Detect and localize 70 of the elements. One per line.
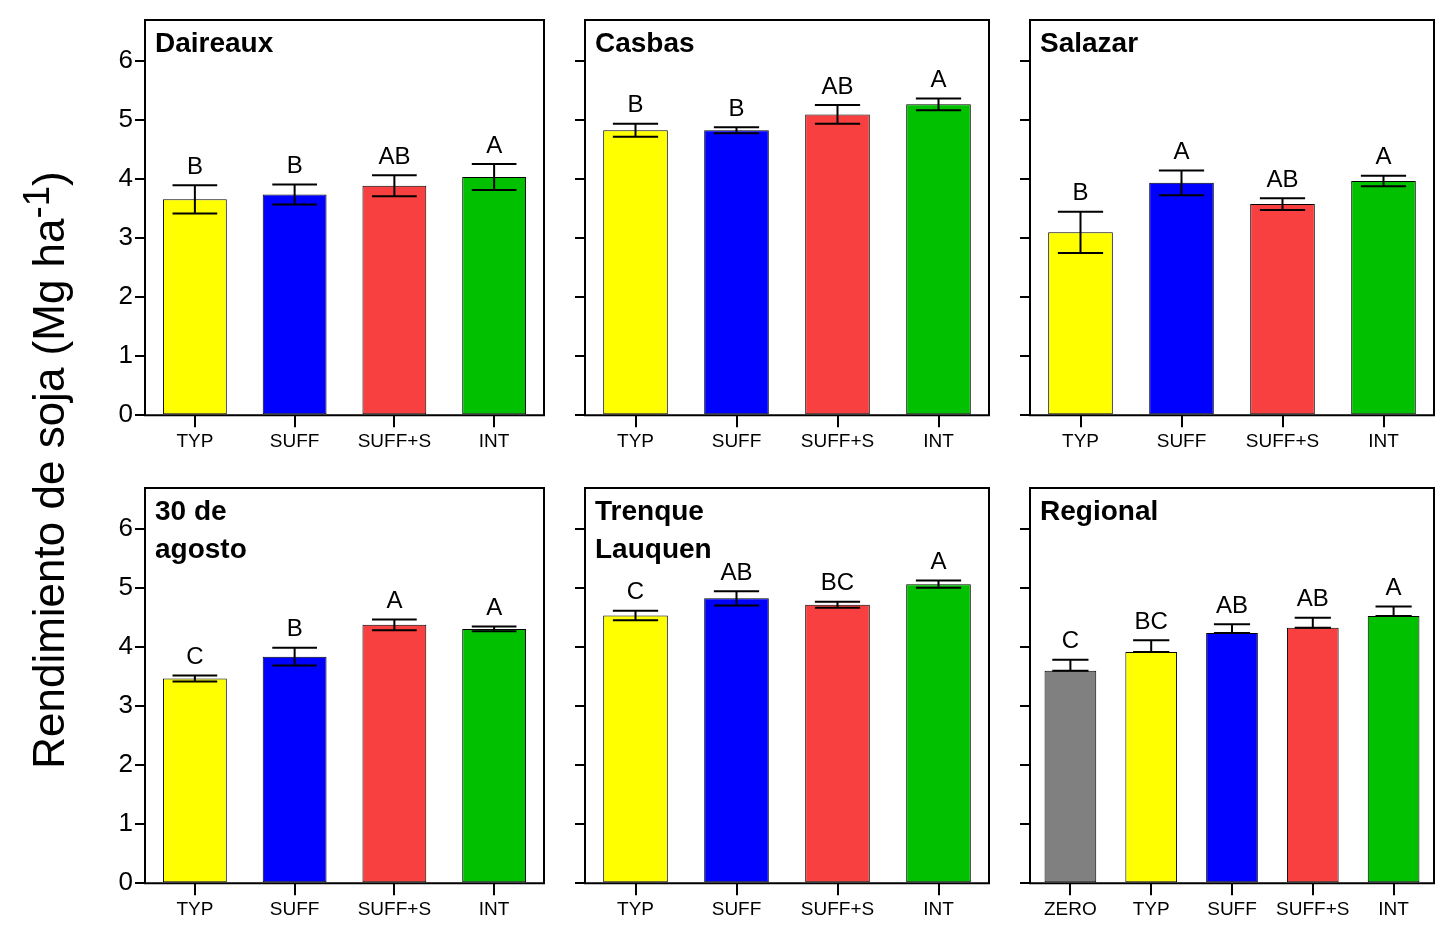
annotation: C (626, 577, 645, 605)
annotation: AB (1215, 590, 1249, 618)
annotation: A (486, 593, 503, 621)
y-tick-label: 1 (118, 807, 133, 838)
x-tick-label: SUFF+S (800, 897, 875, 919)
annotation: B (186, 151, 203, 179)
x-tick-label: INT (923, 429, 955, 451)
chart-title: Regional (1040, 494, 1159, 526)
x-tick-label: TYP (617, 429, 654, 451)
x-tick-label: SUFF+S (357, 429, 432, 451)
x-tick-label: SUFF (269, 897, 320, 919)
x-tick-label: SUFF+S (1276, 897, 1350, 919)
y-tick-label: 1 (118, 339, 133, 370)
y-tick-label: 3 (118, 221, 133, 252)
y-tick-label: 6 (118, 44, 133, 75)
annotation: B (286, 151, 303, 179)
x-tick-label: ZERO (1044, 897, 1097, 919)
chart-title: Salazar (1040, 26, 1139, 58)
chart-title: Casbas (595, 26, 695, 58)
x-tick-label: SUFF (1207, 897, 1257, 919)
annotation: AB (1266, 164, 1299, 192)
x-tick-label: SUFF+S (800, 429, 875, 451)
y-tick-label: 6 (118, 512, 133, 543)
x-tick-label: SUFF+S (1245, 429, 1320, 451)
y-tick-label: 4 (118, 630, 133, 661)
x-tick-label: TYP (176, 897, 214, 919)
y-tick-label: 5 (118, 103, 133, 134)
annotation: C (186, 642, 204, 670)
annotation: B (728, 93, 745, 121)
y-tick-label: 4 (118, 162, 133, 193)
y-tick-label: 2 (118, 280, 133, 311)
x-tick-label: TYP (617, 897, 654, 919)
x-tick-label: INT (923, 897, 955, 919)
annotation: A (930, 65, 947, 93)
y-tick-label: 0 (118, 398, 133, 429)
x-tick-label: TYP (1062, 429, 1099, 451)
x-tick-label: SUFF (1156, 429, 1207, 451)
annotation: A (1385, 573, 1402, 601)
annotation: B (1072, 178, 1089, 206)
x-tick-label: INT (478, 897, 510, 919)
text: 30 de agosto (155, 494, 247, 564)
x-tick-label: INT (478, 429, 510, 451)
y-tick-label: 2 (118, 748, 133, 779)
x-tick-label: INT (1368, 429, 1400, 451)
annotation: AB (378, 141, 411, 169)
annotation: BC (820, 568, 855, 596)
annotation: BC (1134, 606, 1168, 634)
annotation: A (1173, 137, 1190, 165)
x-tick-label: TYP (176, 429, 214, 451)
annotation: C (1061, 626, 1080, 654)
annotation: B (286, 614, 303, 642)
annotation: A (386, 586, 403, 614)
x-tick-label: TYP (1132, 897, 1170, 919)
annotation: A (1375, 142, 1392, 170)
annotation: AB (1296, 584, 1329, 612)
x-tick-label: SUFF+S (357, 897, 432, 919)
annotation: A (486, 130, 503, 158)
y-tick-label: 5 (118, 571, 133, 602)
text: Trenque Lauquen (595, 494, 712, 564)
x-tick-label: INT (1378, 897, 1410, 919)
y-tick-label: 0 (118, 866, 133, 897)
annotation: B (627, 90, 644, 118)
chart-title: Daireaux (155, 26, 274, 58)
y-tick-label: 3 (118, 689, 133, 720)
x-tick-label: SUFF (711, 429, 762, 451)
x-tick-label: SUFF (269, 429, 320, 451)
annotation: AB (720, 557, 753, 585)
x-tick-label: SUFF (711, 897, 762, 919)
annotation: A (930, 547, 947, 575)
annotation: AB (821, 71, 854, 99)
